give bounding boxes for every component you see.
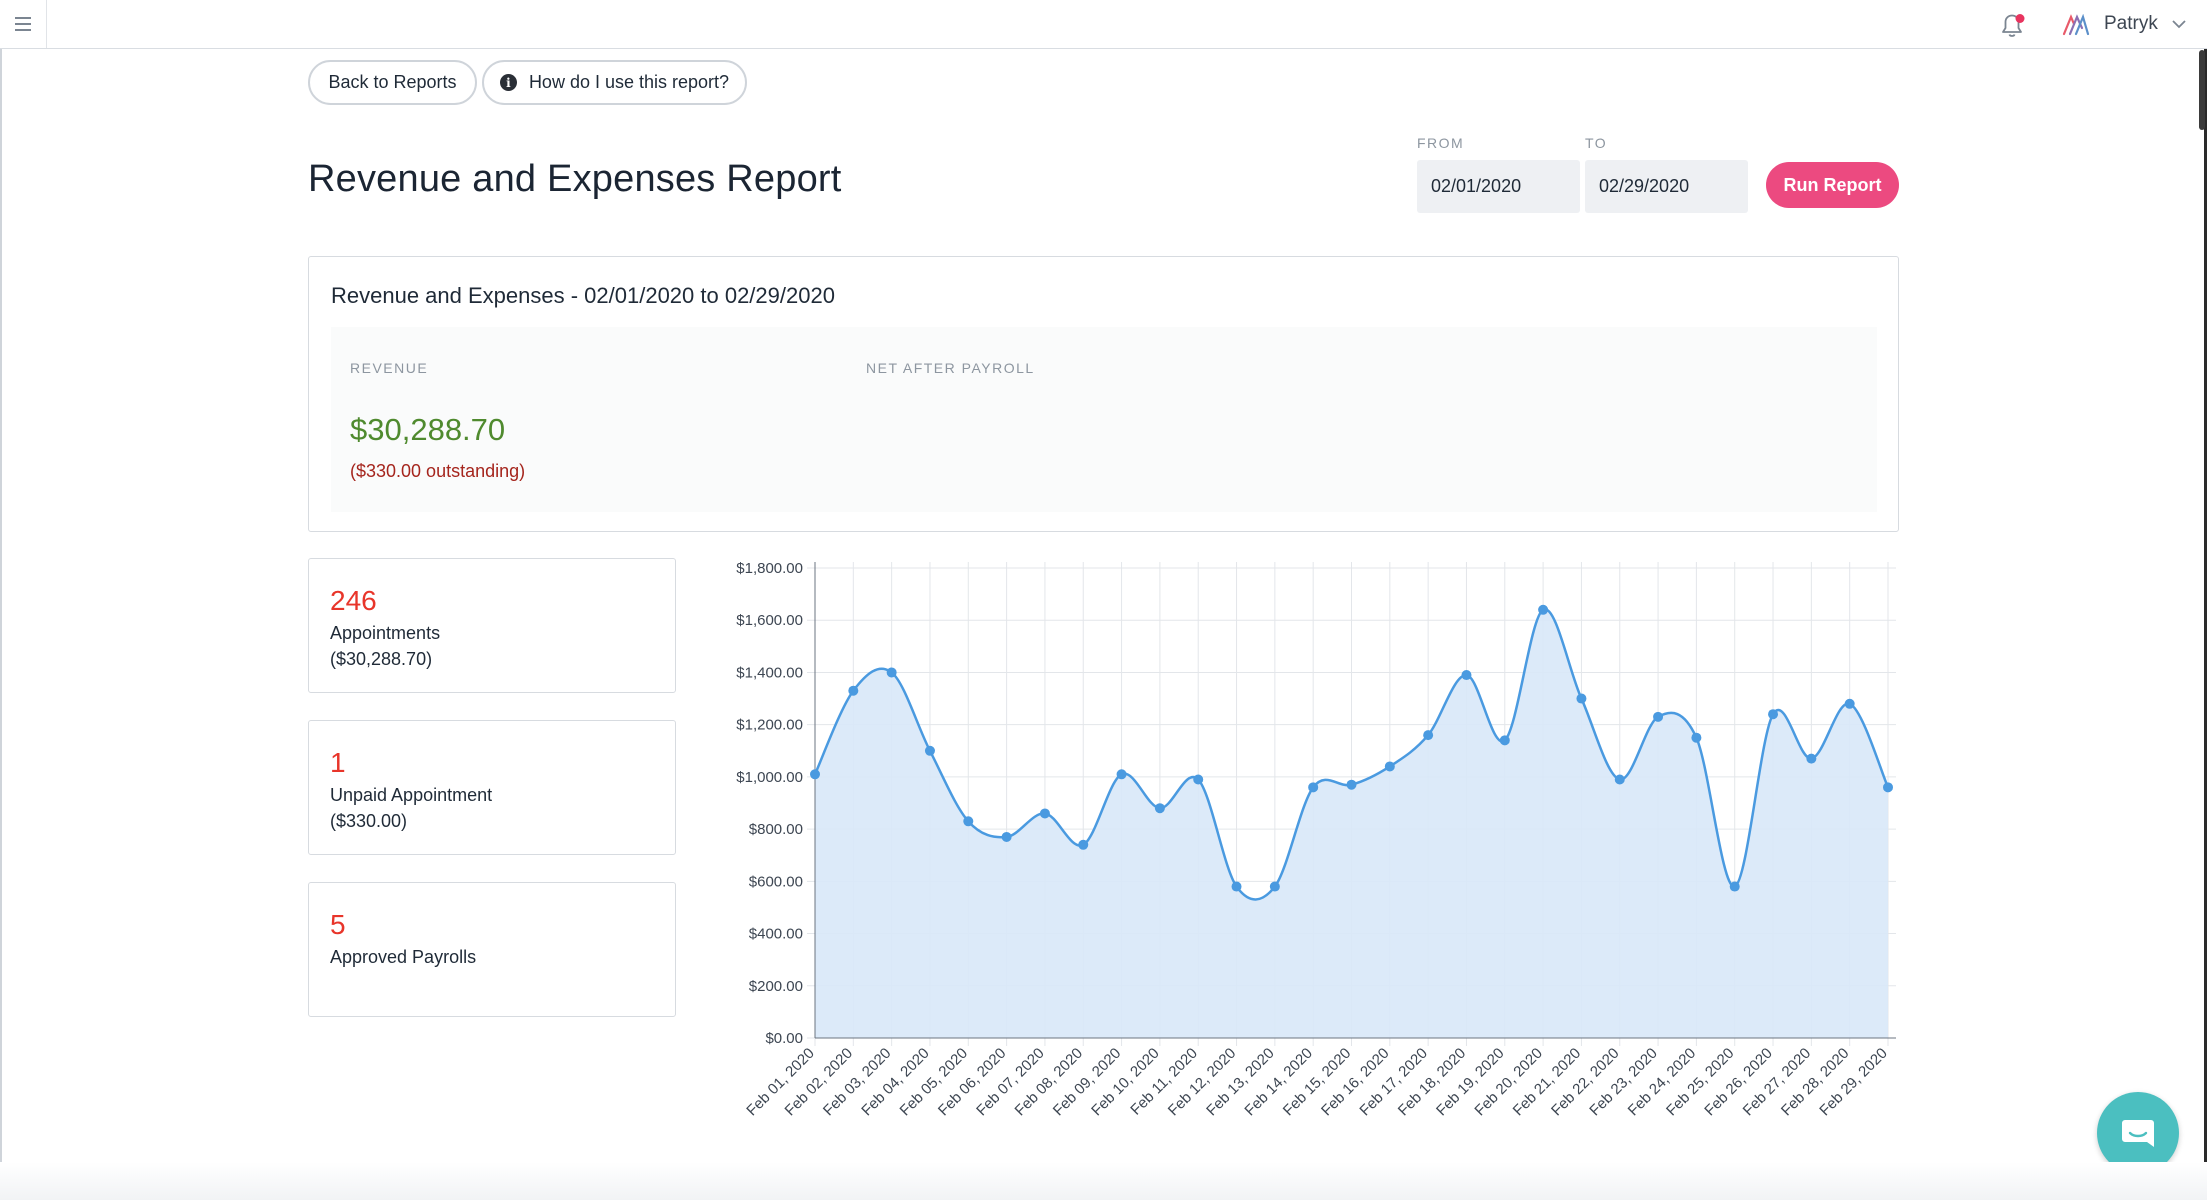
data-point [1499, 735, 1510, 746]
summary-card: Revenue and Expenses - 02/01/2020 to 02/… [308, 256, 1899, 532]
chat-launcher-button[interactable] [2097, 1092, 2179, 1174]
page-title: Revenue and Expenses Report [308, 158, 842, 200]
stat-number: 5 [330, 909, 346, 940]
series-area [815, 609, 1888, 1038]
data-point [1346, 779, 1357, 790]
data-point [1039, 808, 1050, 819]
to-date-input[interactable] [1585, 160, 1748, 213]
run-report-button[interactable]: Run Report [1766, 162, 1899, 208]
info-icon: i [499, 74, 517, 91]
data-point [1538, 604, 1549, 615]
data-point [963, 816, 974, 827]
y-tick-label: $1,400.00 [736, 664, 803, 681]
data-point [1729, 881, 1740, 892]
data-point [1231, 881, 1242, 892]
data-point [1001, 831, 1012, 842]
revenue-value: $30,288.70 [350, 412, 506, 447]
stat-label: Approved Payrolls [330, 947, 477, 967]
data-point [1461, 670, 1472, 681]
outstanding-amount: ($330.00 outstanding) [350, 461, 526, 481]
top-bar: Patryk [0, 0, 2207, 49]
y-tick-label: $200.00 [749, 978, 803, 995]
data-point [848, 685, 859, 696]
from-label: FROM [1417, 135, 1465, 151]
back-to-reports-label: Back to Reports [328, 72, 457, 92]
chat-icon [2122, 1120, 2154, 1147]
stat-card-payrolls[interactable]: 5 Approved Payrolls [308, 882, 676, 1017]
back-to-reports-button[interactable]: Back to Reports [308, 60, 477, 105]
data-point [1078, 839, 1089, 850]
brand-logo-icon [2062, 14, 2090, 36]
data-point [1193, 774, 1204, 785]
stat-label: Appointments [330, 623, 441, 643]
summary-metrics: REVENUE NET AFTER PAYROLL $30,288.70 ($3… [331, 327, 1877, 512]
chevron-down-icon[interactable] [2170, 15, 2188, 33]
data-point [1423, 730, 1434, 741]
data-point [1844, 698, 1855, 709]
data-point [1308, 782, 1319, 793]
data-point [886, 667, 897, 678]
y-tick-label: $800.00 [749, 821, 803, 838]
revenue-label: REVENUE [350, 360, 429, 376]
data-point [1269, 881, 1280, 892]
stat-amount: ($30,288.70) [330, 649, 433, 669]
data-point [1653, 711, 1664, 722]
data-point [1614, 774, 1625, 785]
help-label: How do I use this report? [528, 72, 730, 92]
revenue-chart: $0.00 $200.00 $400.00 $600.00 $800.00 $1,000.… [736, 560, 1896, 1120]
stat-label: Unpaid Appointment [330, 785, 493, 805]
y-tick-label: $1,000.00 [736, 769, 803, 786]
data-point [924, 745, 935, 756]
stat-number: 1 [330, 747, 346, 778]
y-tick-label: $600.00 [749, 873, 803, 890]
stat-amount: ($330.00) [330, 811, 408, 831]
notification-bell-icon[interactable] [1997, 11, 2027, 39]
to-label: TO [1585, 135, 1608, 151]
stat-card-appointments[interactable]: 246 Appointments ($30,288.70) [308, 558, 676, 693]
summary-title: Revenue and Expenses - 02/01/2020 to 02/… [331, 283, 835, 308]
y-tick-label: $1,800.00 [736, 560, 803, 577]
data-point [1576, 693, 1587, 704]
net-after-payroll-label: NET AFTER PAYROLL [866, 360, 1035, 376]
stat-card-unpaid[interactable]: 1 Unpaid Appointment ($330.00) [308, 720, 676, 855]
menu-toggle-button[interactable] [0, 0, 47, 48]
data-point [810, 769, 820, 780]
page-footer-fade [0, 1162, 2207, 1200]
data-point [1806, 753, 1817, 764]
data-point [1116, 769, 1127, 780]
data-point [1154, 803, 1165, 814]
y-tick-label: $400.00 [749, 926, 803, 943]
from-date-input[interactable] [1417, 160, 1580, 213]
scrollbar-thumb[interactable] [2199, 50, 2205, 130]
hamburger-icon [15, 15, 31, 33]
data-point [1883, 782, 1893, 793]
user-name[interactable]: Patryk [2104, 13, 2158, 34]
data-point [1691, 732, 1702, 743]
data-point [1384, 761, 1395, 772]
y-tick-label: $1,200.00 [736, 717, 803, 734]
stat-number: 246 [330, 585, 377, 616]
y-tick-label: $1,600.00 [736, 612, 803, 629]
help-button[interactable]: i How do I use this report? [482, 60, 747, 105]
y-tick-label: $0.00 [765, 1030, 803, 1047]
data-point [1768, 709, 1779, 720]
x-tick-label: Feb 29, 2020 [1816, 1045, 1891, 1120]
